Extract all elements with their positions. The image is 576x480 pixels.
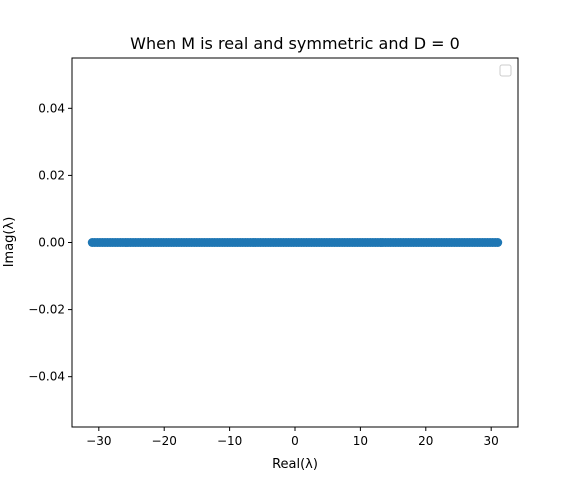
scatter-points (87, 238, 503, 247)
y-axis-ticks: 0.04 0.02 0.00 −0.02 −0.04 (28, 101, 72, 384)
y-tick-label: 0.02 (38, 168, 65, 182)
x-tick-label: 0 (291, 434, 299, 448)
x-tick-label: −30 (86, 434, 111, 448)
y-tick-label: 0.04 (38, 101, 65, 115)
scatter-point (493, 238, 503, 247)
x-tick-label: −20 (152, 434, 177, 448)
x-axis-ticks: −30 −20 −10 0 10 20 30 (86, 427, 499, 448)
y-tick-label: −0.04 (28, 370, 65, 384)
x-axis-label: Real(λ) (272, 457, 318, 472)
legend-box (499, 64, 512, 77)
x-tick-label: 20 (418, 434, 433, 448)
y-tick-label: 0.00 (38, 236, 65, 250)
x-tick-label: 30 (484, 434, 499, 448)
x-tick-label: −10 (217, 434, 242, 448)
x-tick-label: 10 (353, 434, 368, 448)
y-axis-label: Imag(λ) (2, 217, 17, 268)
y-tick-label: −0.02 (28, 303, 65, 317)
chart-title: When M is real and symmetric and D = 0 (130, 34, 460, 53)
